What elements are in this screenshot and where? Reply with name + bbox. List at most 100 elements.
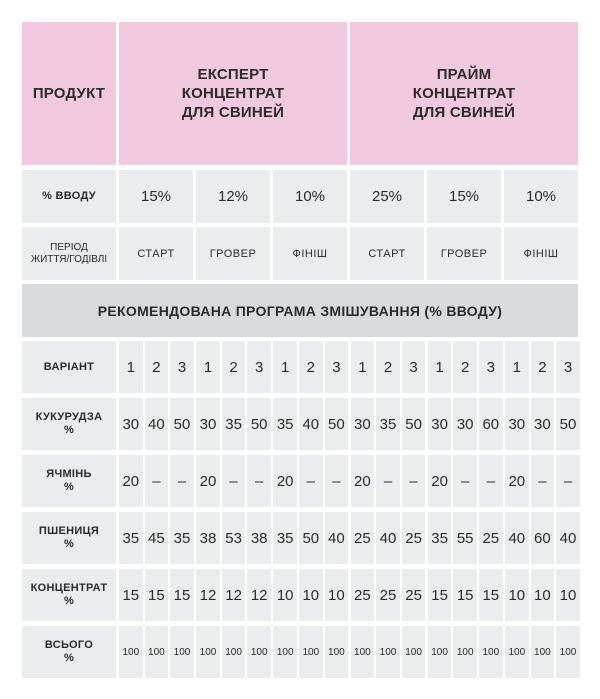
variant-row-cell: 2 [453,341,477,393]
product-header-label: ПРОДУКТ [32,85,106,102]
input-percent-cell: 10% [273,170,347,223]
total-row-label-text: ВСЬОГО [44,639,94,651]
barley-row-label: ЯЧМІНЬ% [22,455,116,507]
concentrate-row-cell: 15 [144,569,169,621]
concentrate-row-cell: 25 [350,569,375,621]
variant-row-cell: 1 [273,341,297,393]
barley-row-cell: – [376,455,400,507]
total-row-label: ВСЬОГО% [22,626,116,678]
total-row-cell: 100 [196,626,220,678]
total-row-cell: 100 [505,626,529,678]
corn-row-cell: 50 [556,398,580,450]
total-row-cell: 100 [247,626,271,678]
barley-row-cell: 20 [427,455,452,507]
concentrate-row-cell: 10 [505,569,529,621]
total-row-cell: 100 [427,626,452,678]
wheat-row-label-text: % [63,538,75,550]
wheat-row-cell: 45 [144,512,169,564]
wheat-row-cell: 35 [273,512,297,564]
total-row-cell: 100 [273,626,297,678]
variant-row-cell: 1 [350,341,375,393]
barley-row-cell: – [530,455,555,507]
concentrate-row-cell: 12 [196,569,220,621]
concentrate-row-cell: 10 [299,569,323,621]
total-row-cell: 100 [350,626,375,678]
input-percent-cell: 10% [504,170,578,223]
input-percent-label: % ВВОДУ [22,170,116,223]
variant-row-cell: 3 [401,341,426,393]
concentrate-row-cell: 10 [324,569,349,621]
variant-row-cell: 2 [376,341,400,393]
concentrate-row-cell: 10 [556,569,580,621]
concentrate-row-label-text: % [63,595,75,607]
concentrate-row-cell: 12 [247,569,271,621]
expert-concentrate-header: ЕКСПЕРТ КОНЦЕНТРАТ ДЛЯ СВИНЕЙ [119,22,347,165]
variant-row-cell: 3 [324,341,349,393]
barley-row-cell: – [221,455,246,507]
wheat-row-cell: 25 [479,512,503,564]
wheat-row-cell: 35 [427,512,452,564]
variant-row-cell: 1 [196,341,220,393]
barley-row-cell: 20 [350,455,375,507]
barley-row-label-text: ЯЧМІНЬ [46,468,92,480]
concentrate-row-cell: 10 [530,569,555,621]
corn-row-cell: 50 [401,398,426,450]
wheat-row-cell: 40 [505,512,529,564]
total-row-cell: 100 [401,626,426,678]
barley-row-cell: – [324,455,349,507]
concentrate-row-cell: 15 [170,569,194,621]
variant-row-cell: 1 [427,341,452,393]
prime-title-line-2: КОНЦЕНТРАТ [412,85,516,102]
wheat-row-label: ПШЕНИЦЯ% [22,512,116,564]
wheat-row-cell: 35 [170,512,194,564]
period-cell: ГРОВЕР [196,227,270,280]
corn-row-cell: 50 [170,398,194,450]
wheat-row-cell: 53 [221,512,246,564]
concentrate-row-cell: 15 [427,569,452,621]
variant-row-cell: 1 [505,341,529,393]
variant-row-cell: 3 [170,341,194,393]
concentrate-row-cell: 25 [401,569,426,621]
concentrate-row-cell: 15 [479,569,503,621]
total-row-cell: 100 [170,626,194,678]
period-cell: СТАРТ [350,227,424,280]
concentrate-row-label-text: КОНЦЕНТРАТ [30,582,108,594]
total-row-cell: 100 [556,626,580,678]
corn-row-cell: 35 [376,398,400,450]
barley-row-cell: – [453,455,477,507]
period-cell: ФІНІШ [273,227,347,280]
corn-row-cell: 30 [453,398,477,450]
barley-row-cell: – [247,455,271,507]
barley-row-label-text: % [63,481,75,493]
barley-row-cell: – [479,455,503,507]
mixing-program-banner: РЕКОМЕНДОВАНА ПРОГРАМА ЗМІШУВАННЯ (% ВВО… [22,284,578,337]
wheat-row-cell: 60 [530,512,555,564]
barley-row-cell: – [170,455,194,507]
wheat-row-cell: 40 [556,512,580,564]
total-row-cell: 100 [119,626,143,678]
wheat-row-cell: 40 [376,512,400,564]
wheat-row-cell: 25 [401,512,426,564]
barley-row-cell: – [144,455,169,507]
total-row-cell: 100 [221,626,246,678]
variant-row-label-text: ВАРІАНТ [43,360,95,373]
variant-row-cell: 2 [299,341,323,393]
input-percent-cell: 12% [196,170,270,223]
corn-row-cell: 50 [324,398,349,450]
input-percent-cell: 15% [427,170,501,223]
variant-row-cell: 2 [144,341,169,393]
barley-row-cell: – [299,455,323,507]
corn-row-cell: 30 [505,398,529,450]
concentrate-row-cell: 10 [273,569,297,621]
expert-title-line-2: КОНЦЕНТРАТ [181,85,285,102]
expert-title-line-3: ДЛЯ СВИНЕЙ [181,104,285,121]
input-percent-cell: 15% [119,170,193,223]
total-row-label-text: % [63,652,75,664]
variant-row-cell: 2 [221,341,246,393]
variant-row-cell: 3 [479,341,503,393]
wheat-row-cell: 35 [119,512,143,564]
total-row-cell: 100 [144,626,169,678]
barley-row-cell: 20 [119,455,143,507]
corn-row-cell: 30 [427,398,452,450]
